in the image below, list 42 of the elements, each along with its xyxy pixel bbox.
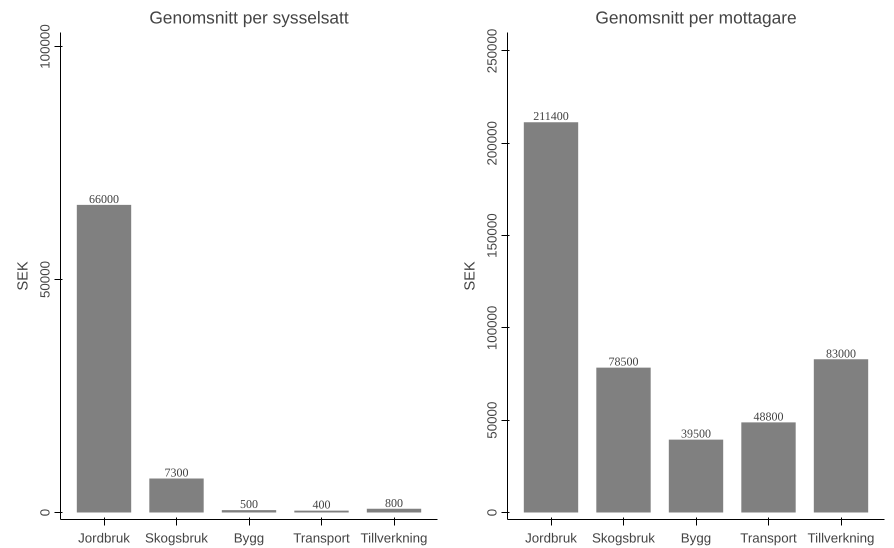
bar [149, 478, 204, 513]
x-tick-label: Bygg [680, 530, 712, 546]
y-tick-label: 150000 [484, 213, 500, 258]
bar [524, 122, 578, 512]
data-label: 500 [240, 497, 258, 512]
bar [741, 422, 796, 512]
y-tick-label: 100000 [484, 306, 500, 350]
data-label: 83000 [826, 346, 856, 360]
chart-title: Genomsnitt per sysselsatt [149, 8, 349, 28]
x-tick-label: Bygg [234, 530, 264, 546]
x-tick-label: Transport [293, 530, 350, 546]
bar [596, 368, 651, 512]
y-tick-label: 100000 [38, 24, 52, 69]
x-tick-label: Tillverkning [360, 530, 428, 546]
x-tick-label: Tillverkning [808, 530, 874, 546]
y-tick-label: 250000 [484, 28, 500, 74]
data-label: 66000 [89, 192, 119, 206]
bar [668, 440, 724, 512]
y-tick-label: 0 [484, 508, 500, 516]
bar [814, 359, 868, 512]
data-label: 7300 [164, 465, 188, 480]
y-tick-label: 200000 [484, 121, 500, 166]
data-label: 48800 [754, 409, 784, 424]
data-label: 400 [312, 498, 330, 512]
x-tick-label: Skogsbruk [592, 530, 656, 546]
x-tick-label: Jordbruk [78, 530, 130, 546]
y-tick-label: 0 [38, 508, 52, 516]
data-label: 800 [385, 496, 403, 510]
data-label: 39500 [681, 426, 711, 441]
x-tick-label: Skogsbruk [145, 530, 208, 546]
y-axis-title: SEK [462, 261, 478, 291]
x-tick-label: Jordbruk [525, 530, 578, 546]
bar [222, 510, 276, 513]
bar [76, 204, 132, 513]
data-label: 78500 [608, 354, 638, 369]
y-tick-label: 50000 [484, 402, 500, 439]
bar [366, 508, 422, 513]
chart-title: Genomsnitt per mottagare [595, 8, 797, 28]
y-axis-title: SEK [16, 261, 32, 291]
data-label: 211400 [533, 109, 569, 124]
y-tick-label: 50000 [38, 260, 52, 298]
x-tick-label: Transport [740, 530, 798, 546]
